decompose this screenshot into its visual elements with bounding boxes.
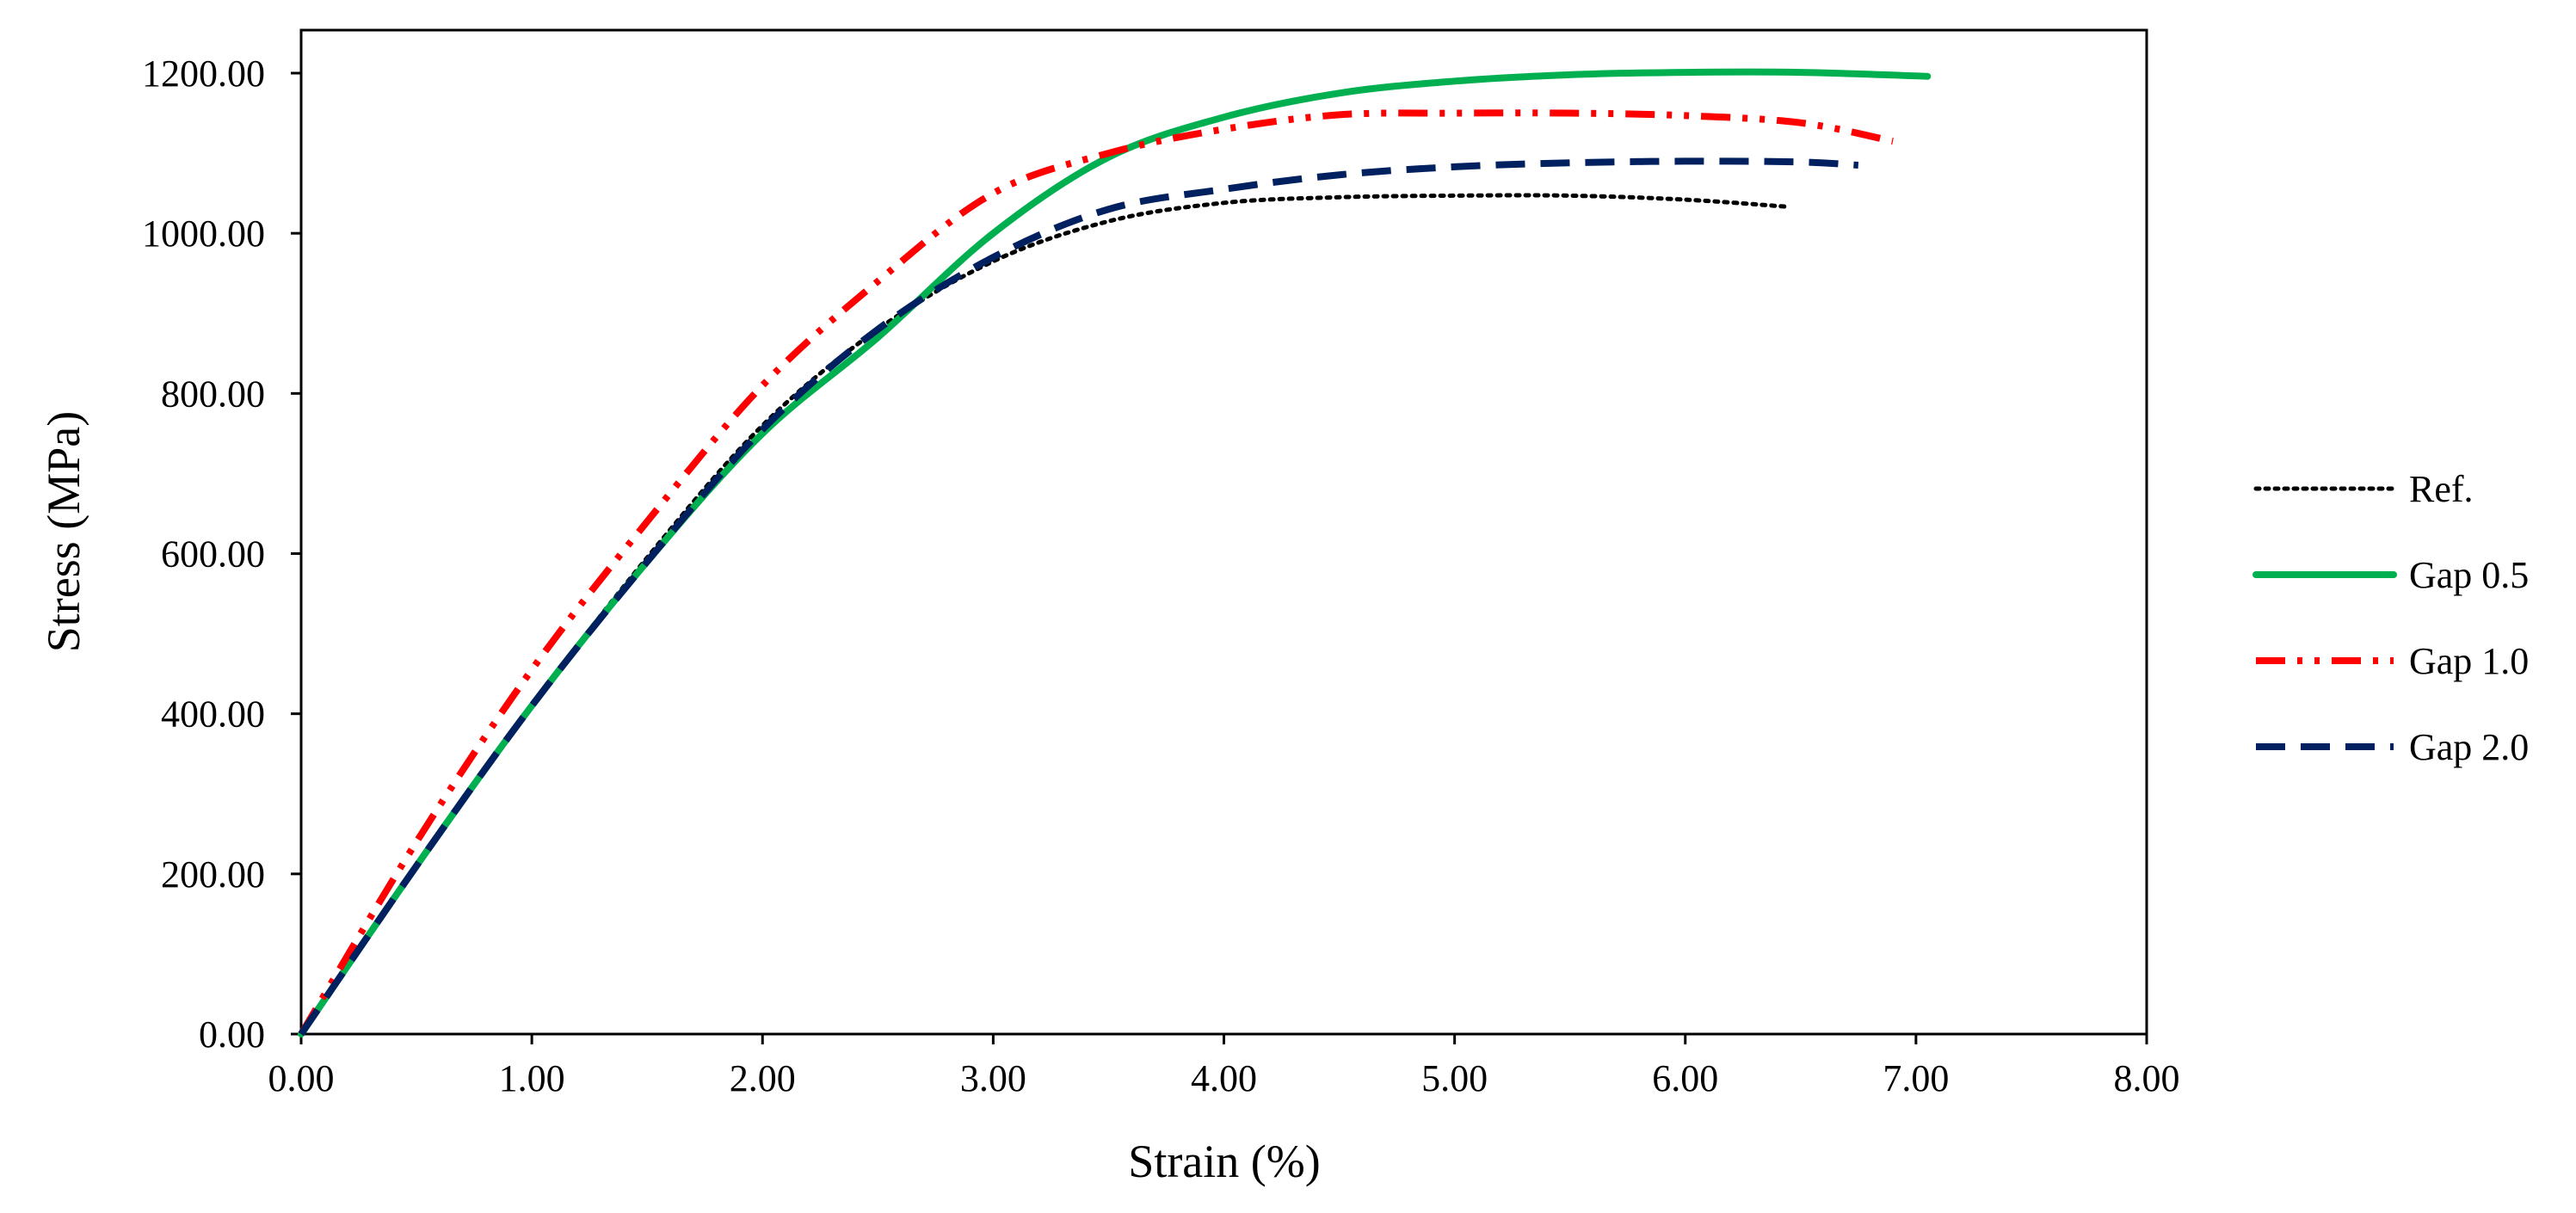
y-tick-label: 1000.00: [142, 212, 265, 255]
x-tick-label: 2.00: [730, 1057, 796, 1099]
legend-label-ref: Ref.: [2409, 468, 2474, 510]
x-tick-label: 0.00: [268, 1057, 335, 1099]
y-tick-label: 0.00: [199, 1013, 265, 1056]
x-tick-label: 8.00: [2114, 1057, 2180, 1099]
x-tick-label: 3.00: [960, 1057, 1026, 1099]
y-tick-label: 400.00: [161, 693, 265, 736]
series-line-gap-0-5: [298, 68, 1932, 1038]
y-tick-label: 800.00: [161, 373, 265, 415]
y-tick-label: 1200.00: [142, 52, 265, 95]
y-axis-title: Stress (MPa): [38, 411, 89, 653]
plot-area: [299, 28, 2148, 1036]
x-axis-ticks: 0.00 1.00 2.00 3.00 4.00 5.00 6.00 7.00 8.00: [268, 1034, 2180, 1099]
x-axis-title: Strain (%): [1128, 1136, 1320, 1187]
legend-label-gap-0-5: Gap 0.5: [2409, 554, 2529, 596]
x-tick-label: 7.00: [1883, 1057, 1949, 1099]
x-tick-label: 6.00: [1652, 1057, 1718, 1099]
y-tick-label: 200.00: [161, 853, 265, 896]
x-tick-label: 1.00: [499, 1057, 565, 1099]
y-axis-ticks: 0.00 200.00 400.00 600.00 800.00 1000.00 1200.…: [142, 52, 301, 1056]
x-tick-label: 4.00: [1191, 1057, 1257, 1099]
legend-label-gap-1-0: Gap 1.0: [2409, 640, 2529, 682]
series-lines: [298, 68, 1932, 1038]
legend: Ref. Gap 0.5 Gap 1.0 Gap 2.0: [2252, 468, 2529, 768]
x-tick-label: 5.00: [1421, 1057, 1488, 1099]
series-line-gap-2-0: [298, 157, 1859, 1037]
legend-label-gap-2-0: Gap 2.0: [2409, 726, 2529, 768]
series-line-gap-1-0: [298, 109, 1894, 1037]
y-tick-label: 600.00: [161, 533, 265, 576]
